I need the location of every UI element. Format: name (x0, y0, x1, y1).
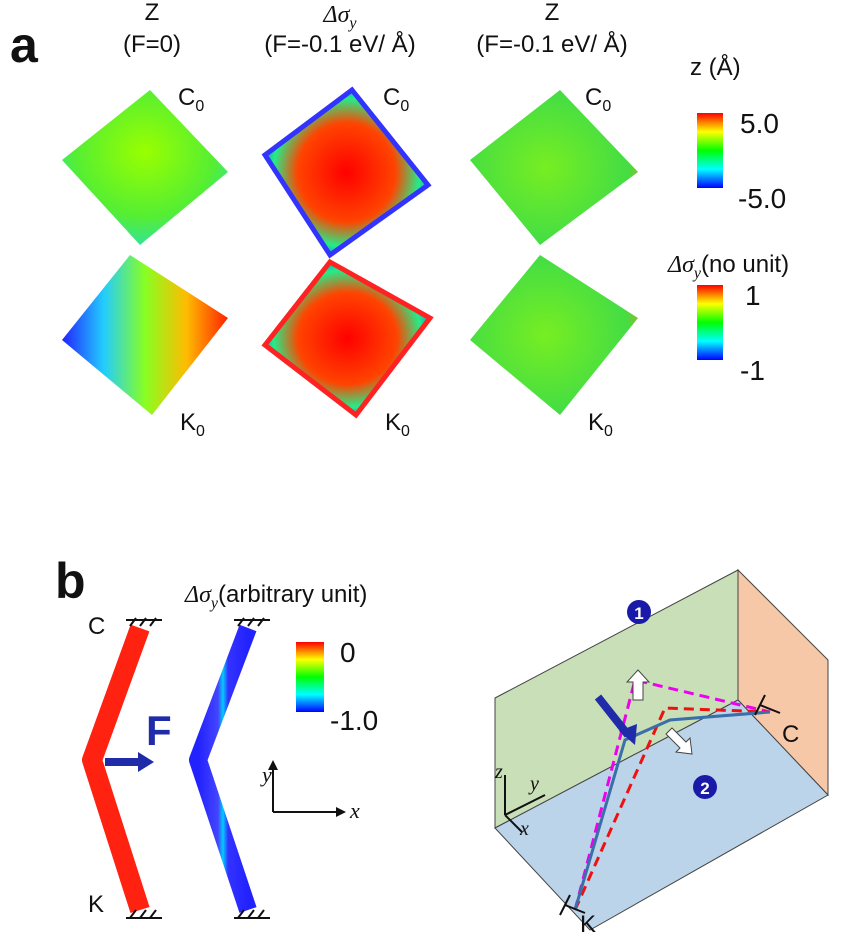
axis-label-text: y (528, 773, 539, 795)
colorbar-title-rest: (no unit) (701, 251, 789, 278)
corner-sub: 0 (604, 423, 613, 440)
corner-letter: C (585, 84, 602, 111)
axes (273, 768, 338, 812)
marker-label-text: 1 (634, 604, 643, 623)
corner-letter: K (588, 409, 604, 436)
colorbar-title: Δσy(no unit) (667, 251, 789, 282)
axis-label: x (519, 818, 529, 840)
beam (92, 628, 140, 910)
force-label-text: F (146, 707, 172, 754)
corner-letter: K (180, 409, 196, 436)
corner-label: C0 (383, 84, 409, 115)
colorbar-max: 1 (745, 280, 761, 311)
map: Z (F=0) C0 K0 (62, 0, 228, 440)
corner-sub: 0 (401, 423, 410, 440)
map-title: Δσy (322, 2, 357, 32)
colorbar-title: Δσy(arbitrary unit) (184, 581, 367, 612)
map-title-text: Z (545, 0, 560, 26)
colorbar-title-symbol: Δσ (667, 252, 695, 278)
colorbar-min: -5.0 (738, 183, 786, 214)
axis-label: y (528, 773, 539, 795)
map-title-symbol: Δσ (322, 2, 350, 28)
lower-square (265, 262, 430, 415)
corner-sub: 0 (196, 423, 205, 440)
page: a Z (F=0) C0 K0 Δσy (F=-0.1 eV/ Å) C0 K0… (0, 0, 848, 934)
colorbar-max: 0 (340, 637, 356, 668)
colorbar-title-rest: (arbitrary unit) (218, 581, 367, 608)
map-subtitle: (F=-0.1 eV/ Å) (476, 30, 627, 58)
figure: a Z (F=0) C0 K0 Δσy (F=-0.1 eV/ Å) C0 K0… (0, 0, 848, 934)
corner-letter: K (385, 409, 401, 436)
axis-label: y (260, 762, 272, 787)
force-label: F (146, 707, 172, 754)
upper-square (470, 90, 638, 245)
colorbar-title-text: z (Å) (690, 53, 741, 81)
axis-label-text: x (519, 818, 529, 840)
map-subtitle-text: (F=0) (123, 31, 181, 58)
beam-stress (198, 628, 248, 910)
panel-label-text: b (55, 553, 86, 609)
end-label-text: C (88, 613, 105, 640)
map-subtitle-text: (F=-0.1 eV/ Å) (264, 30, 415, 58)
colorbar (296, 642, 324, 712)
corner-letter: C (178, 84, 195, 111)
corner-sub: 0 (400, 98, 409, 115)
lower-square (62, 255, 228, 415)
map-subtitle: (F=-0.1 eV/ Å) (264, 30, 415, 58)
panel-label: b (55, 553, 86, 609)
colorbar-max-text: 1 (745, 280, 761, 311)
colorbar-title: z (Å) (690, 53, 741, 81)
colorbar-max-text: 0 (340, 637, 356, 668)
end-label: K (580, 911, 596, 934)
axis-label: z (494, 761, 503, 783)
colorbar (697, 113, 723, 188)
end-label: C (88, 613, 105, 640)
axis-label-text: y (260, 762, 272, 787)
corner-label: K0 (588, 409, 613, 440)
colorbar-max: 5.0 (740, 108, 779, 139)
end-label-text: K (88, 891, 104, 918)
end-label-text: C (782, 721, 799, 748)
corner-label: C0 (585, 84, 611, 115)
colorbar-max-text: 5.0 (740, 108, 779, 139)
map-subtitle-text: (F=-0.1 eV/ Å) (476, 30, 627, 58)
map: Z (F=-0.1 eV/ Å) C0 K0 (470, 0, 638, 440)
force-arrowhead (138, 752, 154, 772)
map-subtitle: (F=0) (123, 31, 181, 58)
colorbar-min-text: -5.0 (738, 183, 786, 214)
map-title: Z (145, 0, 160, 26)
corner-label: K0 (180, 409, 205, 440)
colorbar-min-text: -1.0 (330, 705, 378, 736)
marker-label: 2 (700, 779, 709, 798)
map-title-text: Z (145, 0, 160, 26)
marker-label-text: 2 (700, 779, 709, 798)
arrowhead (336, 807, 346, 817)
axis-label-text: z (494, 761, 503, 783)
corner-sub: 0 (195, 98, 204, 115)
axis-label-text: x (349, 798, 360, 823)
map-title-sub: y (347, 15, 357, 32)
map-title: Z (545, 0, 560, 26)
axis-label: x (349, 798, 360, 823)
colorbar-min-text: -1 (740, 355, 765, 386)
end-label-text: K (580, 911, 596, 934)
marker-label: 1 (634, 604, 643, 623)
map: Δσy (F=-0.1 eV/ Å) C0 K0 (264, 2, 430, 440)
colorbar (697, 285, 723, 360)
lower-square (470, 255, 638, 415)
corner-label: K0 (385, 409, 410, 440)
panel-label: a (10, 17, 39, 73)
end-label: K (88, 891, 104, 918)
corner-label: C0 (178, 84, 204, 115)
corner-letter: C (383, 84, 400, 111)
colorbar-min: -1 (740, 355, 765, 386)
end-label: C (782, 721, 799, 748)
colorbar-title-symbol: Δσ (184, 582, 212, 608)
corner-sub: 0 (602, 98, 611, 115)
panel-label-text: a (10, 17, 39, 73)
colorbar-min: -1.0 (330, 705, 378, 736)
